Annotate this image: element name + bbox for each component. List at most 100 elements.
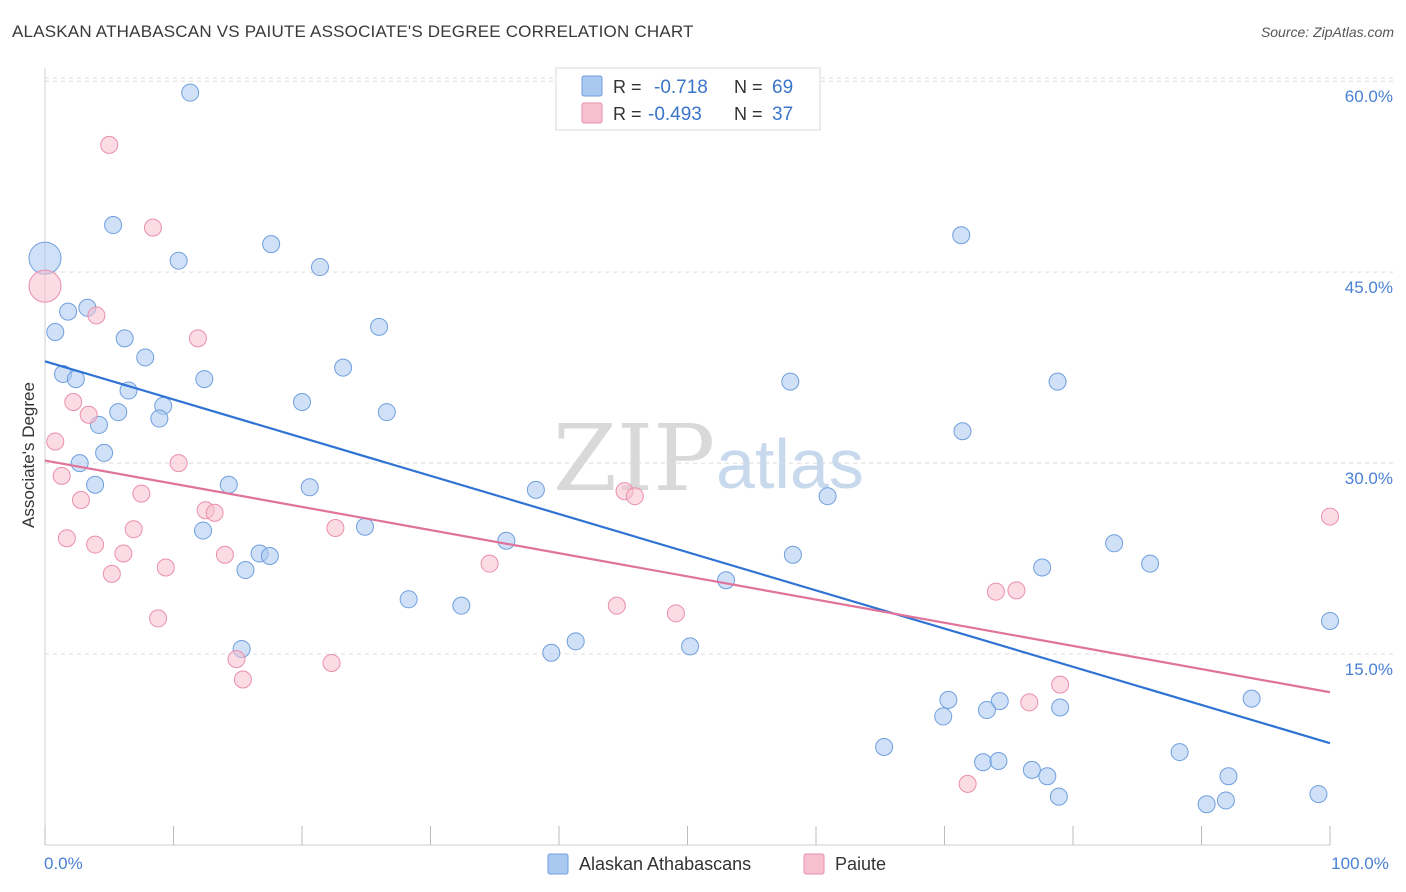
- point-paiute-4: [188, 329, 207, 348]
- point-alaskan-athabascans-9: [115, 329, 134, 348]
- point-alaskan-athabascans-66: [1197, 795, 1216, 814]
- point-alaskan-athabascans-40: [681, 637, 700, 656]
- point-alaskan-athabascans-35: [399, 590, 418, 609]
- point-alaskan-athabascans-48: [1033, 558, 1052, 577]
- point-alaskan-athabascans-33: [260, 547, 279, 566]
- point-alaskan-athabascans-27: [300, 478, 319, 497]
- point-alaskan-athabascans-2: [104, 216, 123, 235]
- point-paiute-7: [46, 432, 65, 451]
- point-paiute-24: [625, 487, 644, 506]
- point-alaskan-athabascans-50: [1141, 554, 1160, 573]
- point-alaskan-athabascans-47: [1048, 372, 1067, 391]
- point-paiute-2: [143, 218, 162, 237]
- point-alaskan-athabascans-57: [1051, 698, 1070, 717]
- point-alaskan-athabascans-11: [370, 317, 389, 336]
- point-alaskan-athabascans-59: [974, 753, 993, 772]
- legend-r-value-pink: -0.493: [648, 104, 702, 125]
- bottom-legend-swatch-pink: [803, 853, 825, 875]
- legend-r-label-blue: R =: [613, 77, 642, 97]
- legend-n-value-pink: 37: [772, 104, 793, 125]
- point-paiute-1: [100, 135, 119, 154]
- point-alaskan-athabascans-15: [195, 370, 214, 389]
- legend-n-label-pink: N =: [734, 104, 763, 124]
- point-paiute-3: [87, 306, 106, 325]
- point-alaskan-athabascans-39: [566, 632, 585, 651]
- point-paiute-33: [1321, 507, 1339, 526]
- point-paiute-0: [28, 269, 62, 303]
- point-paiute-21: [326, 519, 345, 538]
- point-alaskan-athabascans-56: [977, 701, 996, 720]
- point-alaskan-athabascans-46: [952, 226, 971, 245]
- point-alaskan-athabascans-41: [717, 571, 736, 590]
- point-alaskan-athabascans-61: [1022, 760, 1041, 779]
- point-paiute-6: [79, 405, 98, 424]
- point-alaskan-athabascans-10: [136, 348, 155, 367]
- point-paiute-15: [57, 529, 76, 548]
- series-paiute: [28, 135, 1339, 793]
- y-tick-labels: 15.0% 30.0% 45.0% 60.0%: [1345, 87, 1393, 679]
- point-paiute-9: [169, 454, 188, 473]
- point-alaskan-athabascans-8: [46, 322, 65, 341]
- point-paiute-5: [64, 392, 83, 411]
- point-paiute-11: [71, 491, 90, 510]
- point-alaskan-athabascans-62: [1038, 767, 1057, 786]
- trend-line-paiute: [44, 459, 1331, 694]
- point-paiute-27: [149, 609, 168, 628]
- y-axis-title: Associate's Degree: [19, 382, 38, 528]
- point-paiute-36: [958, 774, 977, 793]
- chart-source: Source: ZipAtlas.com: [1260, 24, 1394, 40]
- point-paiute-22: [480, 554, 499, 573]
- point-paiute-35: [1020, 693, 1039, 712]
- point-alaskan-athabascans-45: [953, 422, 972, 441]
- point-alaskan-athabascans-65: [1219, 767, 1238, 786]
- point-paiute-30: [322, 653, 341, 672]
- watermark: ZIP atlas: [553, 405, 864, 512]
- series-legend: Alaskan Athabascans Paiute: [547, 853, 886, 875]
- point-alaskan-athabascans-68: [1309, 785, 1328, 804]
- point-paiute-8: [52, 466, 71, 485]
- point-alaskan-athabascans-24: [95, 443, 114, 462]
- point-alaskan-athabascans-67: [1216, 791, 1235, 810]
- point-alaskan-athabascans-55: [990, 692, 1009, 711]
- legend-n-value-blue: 69: [772, 77, 793, 98]
- x-tick-label-0: 0.0%: [44, 854, 83, 873]
- correlation-legend: R = -0.718 N = 69 R = -0.493 N = 37: [555, 67, 821, 131]
- point-alaskan-athabascans-53: [939, 690, 958, 709]
- point-alaskan-athabascans-38: [542, 643, 561, 662]
- point-paiute-19: [156, 558, 175, 577]
- point-alaskan-athabascans-12: [334, 358, 353, 377]
- point-alaskan-athabascans-25: [86, 475, 105, 494]
- point-alaskan-athabascans-0: [28, 241, 62, 275]
- point-paiute-16: [86, 535, 105, 554]
- point-paiute-26: [666, 604, 685, 623]
- point-alaskan-athabascans-29: [194, 521, 213, 540]
- point-alaskan-athabascans-58: [875, 737, 894, 756]
- x-tick-labels: 0.0% 100.0%: [44, 854, 1389, 873]
- bottom-legend-swatch-blue: [547, 853, 569, 875]
- point-alaskan-athabascans-51: [1321, 611, 1339, 630]
- point-paiute-14: [124, 520, 143, 539]
- point-alaskan-athabascans-28: [526, 480, 545, 499]
- point-alaskan-athabascans-6: [59, 302, 78, 321]
- point-alaskan-athabascans-63: [1049, 787, 1068, 806]
- point-alaskan-athabascans-52: [1242, 689, 1261, 708]
- legend-r-label-pink: R =: [613, 104, 642, 124]
- trend-line-alaskan-athabascans: [44, 360, 1331, 745]
- point-paiute-25: [607, 596, 626, 615]
- point-alaskan-athabascans-36: [452, 596, 471, 615]
- axes: [44, 68, 1331, 846]
- point-paiute-17: [114, 544, 133, 563]
- point-alaskan-athabascans-64: [1170, 743, 1189, 762]
- point-alaskan-athabascans-18: [293, 392, 311, 411]
- point-alaskan-athabascans-3: [169, 251, 188, 270]
- y-tick-label-60: 60.0%: [1345, 87, 1393, 106]
- point-alaskan-athabascans-23: [70, 454, 89, 473]
- point-paiute-29: [233, 670, 252, 689]
- point-alaskan-athabascans-21: [377, 403, 396, 422]
- legend-swatch-pink: [581, 102, 603, 124]
- point-alaskan-athabascans-1: [181, 83, 200, 102]
- bottom-legend-label-blue: Alaskan Athabascans: [579, 854, 751, 874]
- point-alaskan-athabascans-30: [355, 517, 374, 536]
- point-alaskan-athabascans-4: [262, 235, 281, 254]
